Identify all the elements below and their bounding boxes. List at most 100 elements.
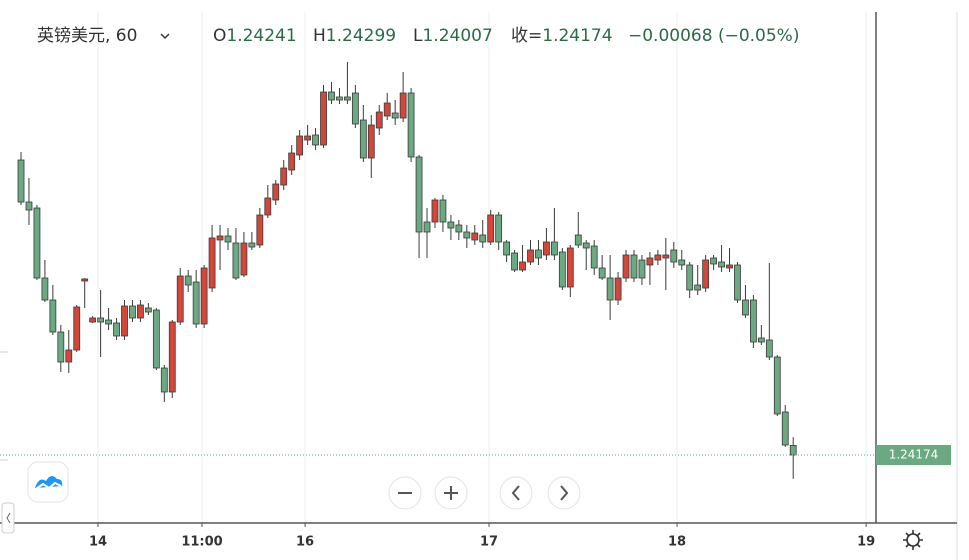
candle-body xyxy=(25,201,33,211)
candle-body xyxy=(742,299,749,316)
candle-body xyxy=(734,264,741,301)
candle-body xyxy=(495,214,503,243)
candle-body xyxy=(224,235,232,243)
candle-body xyxy=(168,321,176,393)
candle-body xyxy=(192,281,200,325)
candle-body xyxy=(200,267,208,325)
candle-body xyxy=(280,167,288,186)
candle-body xyxy=(160,367,168,393)
side-handle[interactable] xyxy=(1,502,15,534)
candle-body xyxy=(757,337,765,343)
candle-body xyxy=(479,234,487,243)
candle-body xyxy=(487,214,495,243)
symbol-chevron[interactable] xyxy=(160,33,170,40)
gear-teeth xyxy=(903,530,923,550)
label: 收= xyxy=(511,26,542,46)
x-axis: 14 11:00 16 17 18 19 xyxy=(89,523,875,550)
candle-body xyxy=(519,261,526,271)
candle-body xyxy=(105,319,112,325)
button-circle[interactable] xyxy=(499,476,533,510)
candle-body xyxy=(367,124,375,159)
label: L xyxy=(413,26,423,46)
candle-body xyxy=(89,317,97,323)
candle-body xyxy=(33,207,41,279)
candle-body xyxy=(566,247,574,288)
candle-body xyxy=(97,317,105,323)
value: 1.24174 xyxy=(542,26,612,46)
ohlc-low: L1.24007 xyxy=(413,26,493,46)
candles xyxy=(17,62,797,479)
settings-button[interactable] xyxy=(903,530,923,550)
candle-body xyxy=(359,119,367,159)
candle-body xyxy=(471,232,479,241)
logo-button[interactable] xyxy=(27,461,69,503)
candle-body xyxy=(137,304,144,319)
candle-body xyxy=(630,254,638,279)
zoom-out-button[interactable] xyxy=(388,476,422,510)
logo-wave xyxy=(35,481,62,490)
right-icon xyxy=(560,485,569,501)
candle-body xyxy=(773,356,781,415)
candle-body xyxy=(670,249,678,263)
label: H xyxy=(313,26,326,46)
x-tick-label: 19 xyxy=(857,535,875,550)
button-circle[interactable] xyxy=(547,476,581,510)
candle-body xyxy=(439,199,447,223)
grid xyxy=(97,12,867,523)
candle-body xyxy=(375,111,383,129)
candle-body xyxy=(638,259,646,279)
candle-body xyxy=(399,92,407,119)
candle-body xyxy=(718,261,725,268)
last-price-box xyxy=(876,445,951,465)
candle-body xyxy=(678,259,686,266)
candle-body xyxy=(65,349,73,363)
candle-body xyxy=(248,242,256,248)
candle-body xyxy=(296,135,304,156)
candle-body xyxy=(152,309,160,369)
candle-body xyxy=(336,96,343,101)
candle-body xyxy=(654,254,662,261)
candle-body xyxy=(304,135,312,141)
x-tick-label: 18 xyxy=(668,535,686,550)
candle-body xyxy=(272,183,280,201)
candle-body xyxy=(574,234,582,246)
candle-body xyxy=(558,251,566,288)
candle-body xyxy=(527,249,534,263)
candle-body xyxy=(702,259,710,289)
candle-body xyxy=(288,152,296,171)
label: O xyxy=(213,26,226,46)
candle-body xyxy=(144,307,152,313)
candle-body xyxy=(81,278,89,282)
candle-body xyxy=(344,96,351,101)
candle-body xyxy=(383,102,391,117)
change: −0.00068 (−0.05%) xyxy=(628,26,799,46)
candle-body xyxy=(391,112,399,119)
candle-body xyxy=(216,235,224,241)
handle-icon xyxy=(6,512,11,524)
zoom-in-button[interactable] xyxy=(434,476,468,510)
candle-body xyxy=(750,299,757,343)
candle-body xyxy=(57,331,65,363)
handle-frame[interactable] xyxy=(1,502,15,534)
ohlc-close: 收=1.24174 xyxy=(511,26,613,46)
left-icon xyxy=(511,485,520,501)
value: 1.24299 xyxy=(326,26,396,46)
scroll-left-button[interactable] xyxy=(499,476,533,510)
candle-body xyxy=(694,284,702,291)
candle-body xyxy=(407,92,415,158)
candle-body xyxy=(312,134,319,146)
candle-body xyxy=(781,411,789,446)
candle-body xyxy=(113,322,120,337)
candle-body xyxy=(598,267,606,279)
candle-body xyxy=(49,299,57,333)
candle-body xyxy=(320,91,327,146)
scroll-right-button[interactable] xyxy=(547,476,581,510)
candle-body xyxy=(582,242,590,249)
candle-body xyxy=(590,245,598,269)
value: 1.24241 xyxy=(226,26,296,46)
symbol-title[interactable]: 英镑美元, 60 xyxy=(37,26,137,46)
candle-body xyxy=(503,241,511,256)
candle-body xyxy=(614,277,622,301)
